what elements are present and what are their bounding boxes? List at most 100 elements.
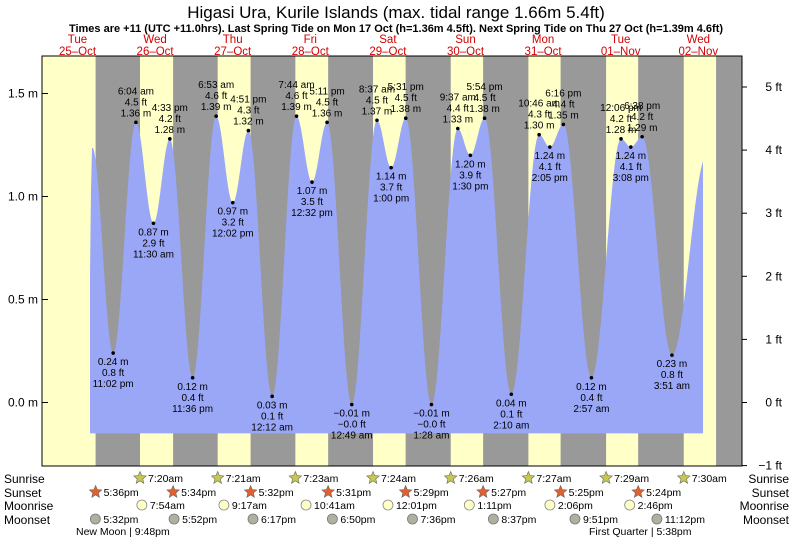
- tide-m-label: 0.12 m: [177, 382, 208, 393]
- sunset-time: 5:29pm: [414, 487, 449, 499]
- day-date: 25–Oct: [59, 46, 97, 58]
- chart-title: Higasi Ura, Kurile Islands (max. tidal r…: [187, 3, 605, 22]
- moonset-time: 9:51pm: [583, 514, 618, 526]
- tide-time-label: 1:30 pm: [452, 181, 488, 192]
- sunset-icon: [476, 484, 491, 498]
- tide-ft-label: 0.8 ft: [102, 368, 124, 379]
- sunset-icon: [631, 484, 646, 498]
- tide-ft-label: 0.8 ft: [661, 370, 683, 381]
- tide-point: [509, 392, 514, 397]
- left-tick-label: 1.0 m: [8, 190, 38, 204]
- sunrise-icon: [676, 470, 691, 484]
- tide-ft-label: 3.2 ft: [222, 218, 244, 229]
- sunset-time: 5:24pm: [646, 487, 681, 499]
- right-tick-label: 0 ft: [765, 396, 782, 410]
- tide-ft-label: 4.5 ft: [366, 95, 388, 106]
- tide-ft-label: 4.5 ft: [473, 93, 495, 104]
- tide-ft-label: 4.4 ft: [552, 99, 574, 110]
- tide-ft-label: 0.4 ft: [181, 393, 203, 404]
- tide-ft-label: 4.3 ft: [528, 110, 550, 121]
- tide-ft-label: 4.4 ft: [447, 104, 469, 115]
- tide-time-label: 4:33 pm: [152, 103, 188, 114]
- tide-time-label: 9:37 am: [440, 93, 476, 104]
- tide-point: [403, 116, 408, 121]
- tide-time-label: 1:28 am: [413, 431, 449, 442]
- day-date: 28–Oct: [292, 46, 330, 58]
- tide-ft-label: 0.1 ft: [500, 409, 522, 420]
- tide-m-label: 1.35 m: [548, 110, 579, 121]
- moonset-time: 6:17pm: [261, 514, 296, 526]
- tide-m-label: 1.39 m: [201, 102, 232, 113]
- tide-m-label: 1.28 m: [155, 125, 186, 136]
- tide-ft-label: 4.5 ft: [316, 97, 338, 108]
- tide-time-label: 2:05 pm: [532, 173, 568, 184]
- moonrise-time: 9:17am: [232, 500, 267, 512]
- sunrise-icon: [288, 470, 303, 484]
- sunset-time: 5:32pm: [259, 487, 294, 499]
- moonset-icon: [326, 513, 338, 525]
- right-tick-label: 4 ft: [765, 143, 782, 157]
- right-tick-label: −1 ft: [758, 459, 782, 473]
- tide-curve: [90, 116, 703, 434]
- moon-phase-label: First Quarter | 5:38pm: [589, 526, 692, 538]
- moonrise-time: 7:54am: [150, 500, 185, 512]
- moonset-icon: [569, 513, 581, 525]
- sunset-time: 5:34pm: [181, 487, 216, 499]
- tide-time-label: 5:54 pm: [467, 82, 503, 93]
- moonrise-time: 12:01pm: [396, 500, 437, 512]
- tide-point: [670, 353, 674, 357]
- day-weekday: Tue: [68, 34, 87, 46]
- moonset-icon: [168, 513, 180, 525]
- tide-point: [375, 118, 379, 123]
- tide-time-label: 11:02 pm: [93, 379, 134, 390]
- sunrise-row-label-left: Sunrise: [4, 472, 45, 486]
- sunrise-time: 7:20am: [148, 473, 183, 485]
- tide-point: [429, 402, 434, 407]
- sunset-time: 5:27pm: [491, 487, 526, 499]
- tide-m-label: 1.32 m: [233, 117, 264, 128]
- moonrise-time: 1:11pm: [477, 500, 511, 512]
- tide-m-label: 0.97 m: [218, 207, 249, 218]
- tide-ft-label: 0.4 ft: [580, 393, 602, 404]
- tide-time-label: 7:44 am: [278, 80, 314, 91]
- tide-ft-label: 0.1 ft: [261, 411, 283, 422]
- sunrise-time: 7:26am: [459, 473, 494, 485]
- moonrise-time: 2:46pm: [638, 500, 673, 512]
- tide-time-label: 2:57 am: [573, 404, 609, 415]
- tide-time-label: 12:49 am: [331, 431, 373, 442]
- tide-m-label: 1.37 m: [362, 106, 393, 117]
- tide-point: [482, 116, 487, 121]
- day-weekday: Fri: [304, 34, 317, 46]
- sunset-time: 5:36pm: [104, 487, 139, 499]
- tide-point: [537, 132, 541, 137]
- tide-time-label: 12:02 pm: [212, 229, 254, 240]
- moonrise-icon: [300, 499, 312, 511]
- tide-ft-label: 3.7 ft: [380, 183, 402, 194]
- tide-ft-label: 4.1 ft: [620, 162, 642, 173]
- tide-time-label: 6:04 am: [118, 86, 154, 97]
- tide-time-label: 10:46 am: [518, 99, 560, 110]
- right-tick-label: 5 ft: [765, 80, 782, 94]
- tide-ft-label: −0.0 ft: [338, 420, 366, 431]
- tide-ft-label: 3.9 ft: [459, 170, 481, 181]
- tide-point: [468, 153, 473, 158]
- sunrise-time: 7:21am: [226, 473, 261, 485]
- tide-m-label: −0.01 m: [334, 409, 370, 420]
- axes: 1.5 m 1.0 m 0.5 m 0.0 m 5 ft 4 ft 3 ft 2 ft 1 ft…: [8, 55, 783, 473]
- tide-point: [190, 375, 195, 380]
- day-date: 31–Oct: [525, 46, 563, 58]
- tide-time-label: 6:38 pm: [624, 101, 660, 112]
- tide-ft-label: −0.0 ft: [417, 420, 445, 431]
- sunrise-time: 7:24am: [381, 473, 416, 485]
- tide-point: [214, 114, 218, 118]
- sunset-icon: [553, 484, 568, 498]
- tide-ft-label: 4.6 ft: [205, 91, 227, 102]
- sunrise-time: 7:27am: [536, 473, 571, 485]
- day-weekday: Sun: [455, 34, 475, 46]
- tide-ft-label: 4.2 ft: [631, 112, 653, 123]
- moonset-icon: [247, 513, 259, 525]
- moonset-row-label-left: Moonset: [4, 513, 51, 527]
- tide-time-label: 1:00 pm: [373, 194, 409, 205]
- tide-m-label: 1.39 m: [281, 102, 312, 113]
- sunrise-icon: [443, 470, 458, 484]
